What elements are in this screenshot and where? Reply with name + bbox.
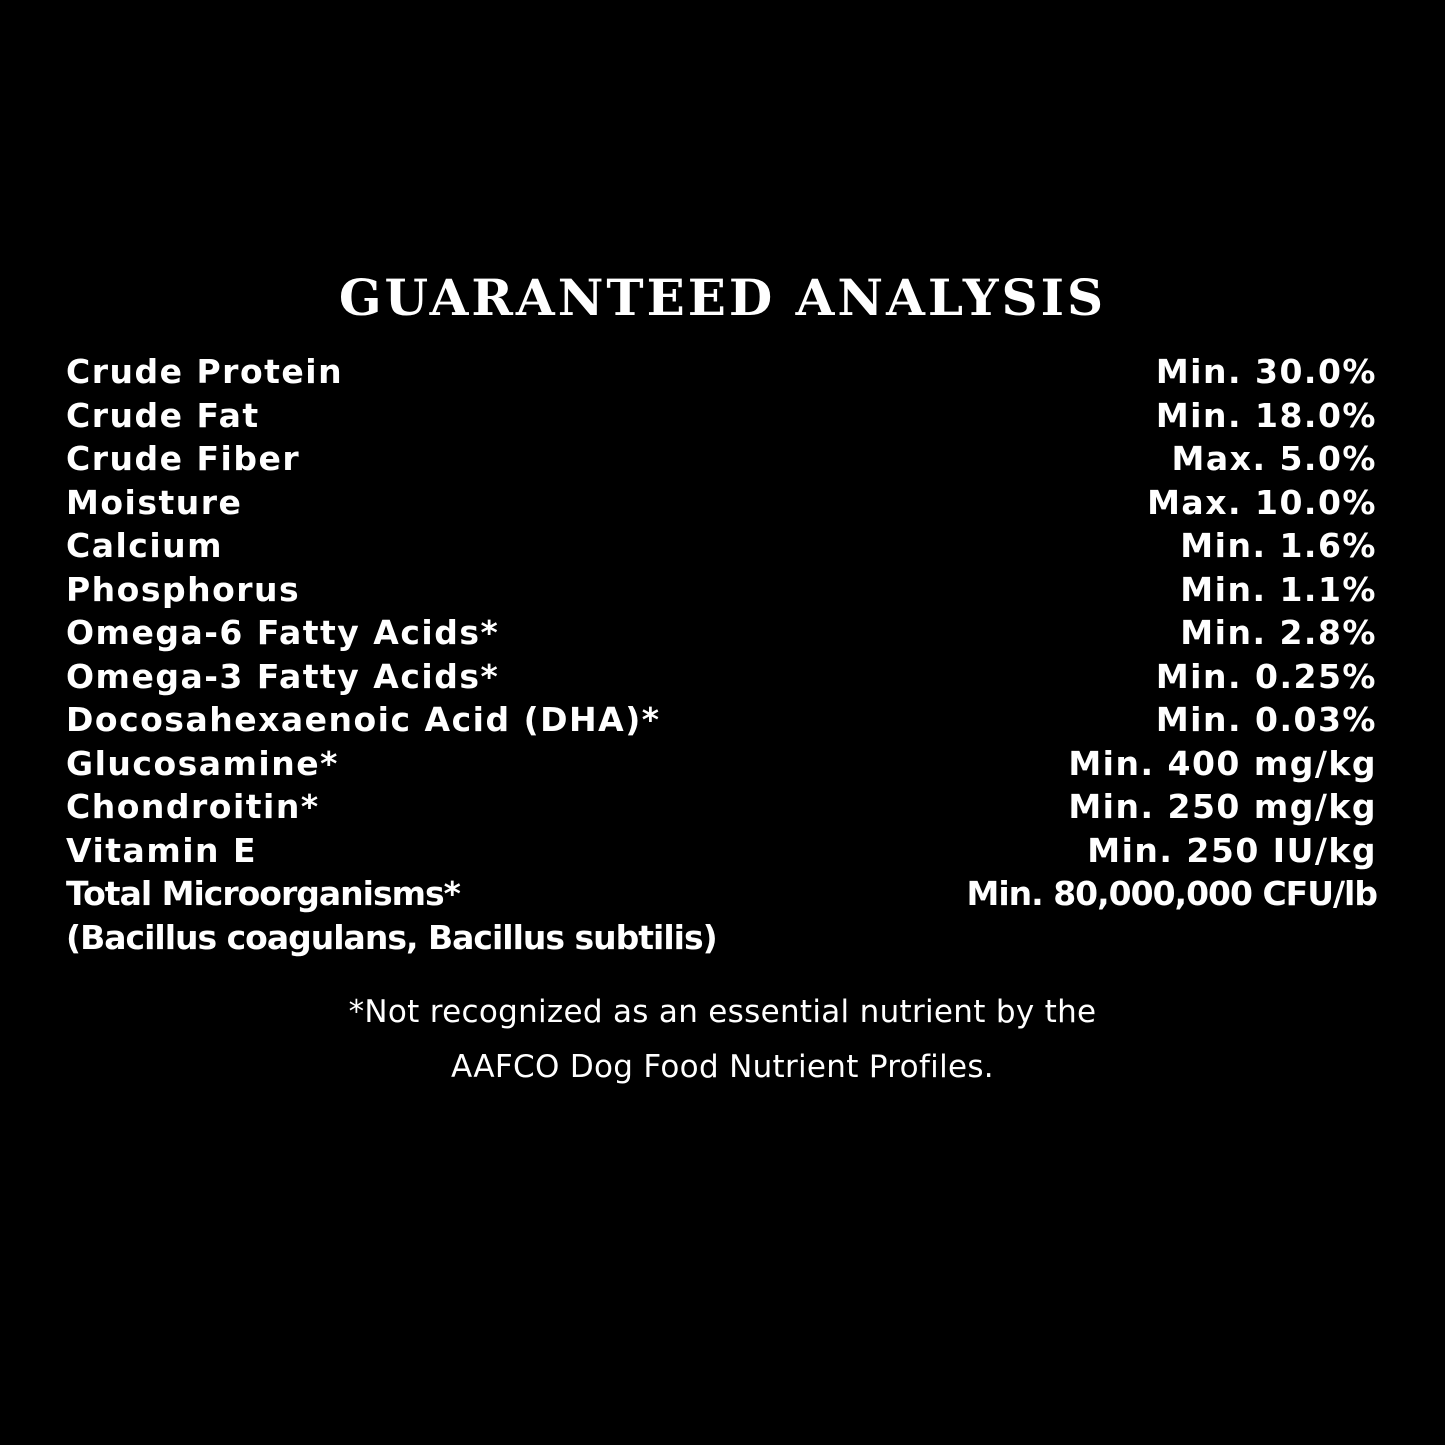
page-title: GUARANTEED ANALYSIS (338, 268, 1107, 327)
table-row: Omega-6 Fatty Acids* Min. 2.8% (66, 611, 1377, 655)
footnote-line-1: *Not recognized as an essential nutrient… (348, 994, 1097, 1030)
table-row: Crude Fat Min. 18.0% (66, 394, 1377, 438)
nutrient-label: Chondroitin* (66, 787, 320, 826)
nutrient-value: Max. 5.0% (1171, 439, 1377, 478)
table-row: Docosahexaenoic Acid (DHA)* Min. 0.03% (66, 698, 1377, 742)
table-row: Phosphorus Min. 1.1% (66, 568, 1377, 612)
nutrient-label: Moisture (66, 482, 243, 522)
nutrient-label: Omega-3 Fatty Acids* (66, 656, 500, 696)
nutrient-value: Min. 250 IU/kg (1087, 830, 1377, 870)
table-row: Vitamin E Min. 250 IU/kg (66, 829, 1377, 873)
table-row: Chondroitin* Min. 250 mg/kg (66, 785, 1377, 829)
nutrient-label: Crude Protein (66, 352, 344, 391)
footnote: *Not recognized as an essential nutrient… (0, 985, 1445, 1095)
nutrient-value: Max. 10.0% (1147, 482, 1377, 522)
nutrient-value: Min. 0.03% (1155, 700, 1377, 739)
table-row: Crude Protein Min. 30.0% (66, 350, 1377, 394)
nutrient-value: Min. 30.0% (1155, 352, 1377, 391)
nutrient-value: Min. 1.1% (1180, 569, 1377, 609)
nutrient-label: Total Microorganisms* (66, 874, 461, 913)
nutrient-label: Calcium (66, 526, 224, 565)
nutrient-value: Min. 0.25% (1155, 656, 1377, 696)
footnote-line-2: AAFCO Dog Food Nutrient Profiles. (451, 1049, 994, 1085)
analysis-table: Crude Protein Min. 30.0% Crude Fat Min. 18.… (66, 350, 1378, 959)
nutrient-label: Crude Fat (66, 395, 260, 435)
nutrient-value: Min. 400 mg/kg (1068, 743, 1377, 783)
nutrient-label: Crude Fiber (66, 439, 301, 478)
nutrient-value: Min. 1.6% (1180, 526, 1377, 565)
table-row: Calcium Min. 1.6% (66, 524, 1377, 568)
nutrient-label: Docosahexaenoic Acid (DHA)* (66, 700, 661, 739)
table-row: Crude Fiber Max. 5.0% (66, 437, 1377, 481)
table-row: Omega-3 Fatty Acids* Min. 0.25% (66, 655, 1377, 699)
microorganisms-note: (Bacillus coagulans, Bacillus subtilis) (66, 917, 718, 957)
nutrient-label: Vitamin E (66, 830, 258, 870)
table-row: Moisture Max. 10.0% (66, 481, 1377, 525)
table-row: Total Microorganisms* Min. 80,000,000 CFU… (66, 872, 1378, 916)
nutrient-label: Omega-6 Fatty Acids* (66, 613, 500, 652)
nutrient-value: Min. 2.8% (1180, 613, 1377, 652)
nutrient-value: Min. 18.0% (1155, 395, 1377, 435)
nutrient-label: Phosphorus (66, 569, 301, 609)
nutrient-value: Min. 250 mg/kg (1068, 787, 1377, 826)
table-row: Glucosamine* Min. 400 mg/kg (66, 742, 1377, 786)
nutrient-label: Glucosamine* (66, 743, 339, 783)
nutrient-value: Min. 80,000,000 CFU/lb (966, 874, 1378, 913)
